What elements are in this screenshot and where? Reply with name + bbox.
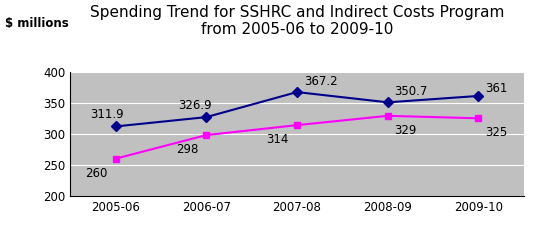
Text: 325: 325 bbox=[485, 126, 508, 139]
Text: 367.2: 367.2 bbox=[304, 75, 338, 88]
Text: 298: 298 bbox=[176, 143, 198, 156]
Text: 314: 314 bbox=[266, 133, 289, 146]
Text: 311.9: 311.9 bbox=[91, 108, 124, 121]
Text: 326.9: 326.9 bbox=[179, 99, 212, 112]
Text: 329: 329 bbox=[395, 124, 417, 137]
Text: $ millions: $ millions bbox=[5, 17, 69, 30]
Legend: SSHRC Core Programs, Indirect Costs Actual Spending: SSHRC Core Programs, Indirect Costs Actu… bbox=[44, 237, 440, 239]
Text: 361: 361 bbox=[485, 82, 508, 95]
Text: 260: 260 bbox=[85, 167, 107, 180]
Text: Spending Trend for SSHRC and Indirect Costs Program
from 2005-06 to 2009-10: Spending Trend for SSHRC and Indirect Co… bbox=[90, 5, 504, 37]
Text: 350.7: 350.7 bbox=[395, 85, 428, 98]
